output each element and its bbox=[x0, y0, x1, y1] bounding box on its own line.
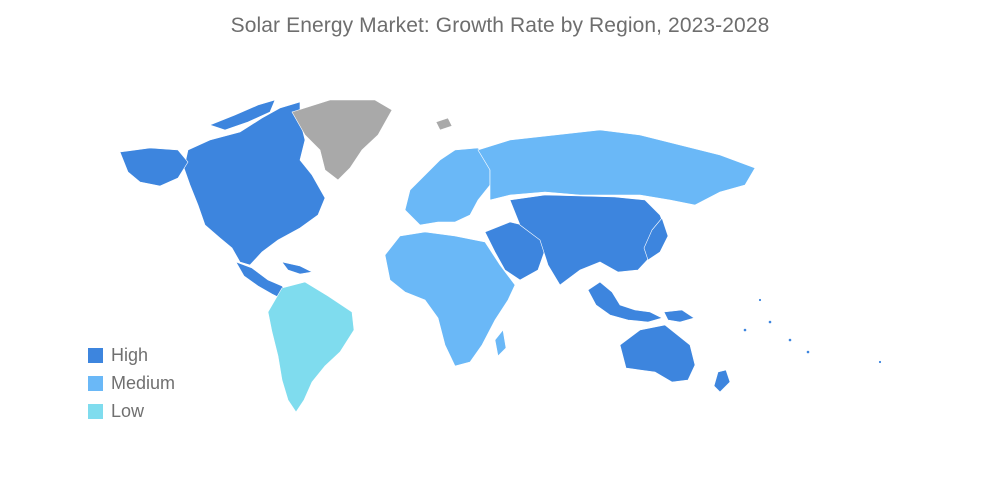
legend-swatch-medium bbox=[88, 375, 103, 391]
map-legend: High Medium Low bbox=[88, 341, 175, 425]
legend-swatch-high bbox=[88, 347, 103, 363]
region-africa bbox=[384, 231, 516, 367]
region-middle-east bbox=[484, 221, 546, 281]
region-greenland bbox=[291, 99, 393, 181]
region-new-guinea bbox=[663, 309, 695, 323]
chart-title: Solar Energy Market: Growth Rate by Regi… bbox=[230, 14, 770, 37]
legend-swatch-low bbox=[88, 403, 103, 419]
region-madagascar bbox=[494, 329, 507, 357]
region-europe bbox=[404, 147, 491, 226]
region-new-zealand bbox=[713, 369, 731, 393]
legend-label-high: High bbox=[111, 344, 149, 365]
region-canada-islands bbox=[209, 99, 276, 131]
legend-item-low: Low bbox=[88, 397, 175, 425]
legend-label-low: Low bbox=[111, 400, 145, 421]
region-caribbean bbox=[281, 261, 313, 275]
region-alaska bbox=[119, 147, 189, 187]
region-north-america bbox=[183, 101, 326, 266]
region-svalbard bbox=[435, 117, 453, 131]
region-japan bbox=[643, 217, 669, 261]
region-australia bbox=[619, 324, 696, 383]
legend-label-medium: Medium bbox=[111, 372, 176, 393]
region-asia bbox=[509, 194, 669, 286]
pacific-islands bbox=[743, 298, 882, 364]
legend-item-high: High bbox=[88, 341, 175, 369]
region-southeast-asia bbox=[587, 281, 663, 323]
region-south-america bbox=[267, 281, 355, 413]
region-russia bbox=[477, 129, 756, 206]
legend-item-medium: Medium bbox=[88, 369, 175, 397]
